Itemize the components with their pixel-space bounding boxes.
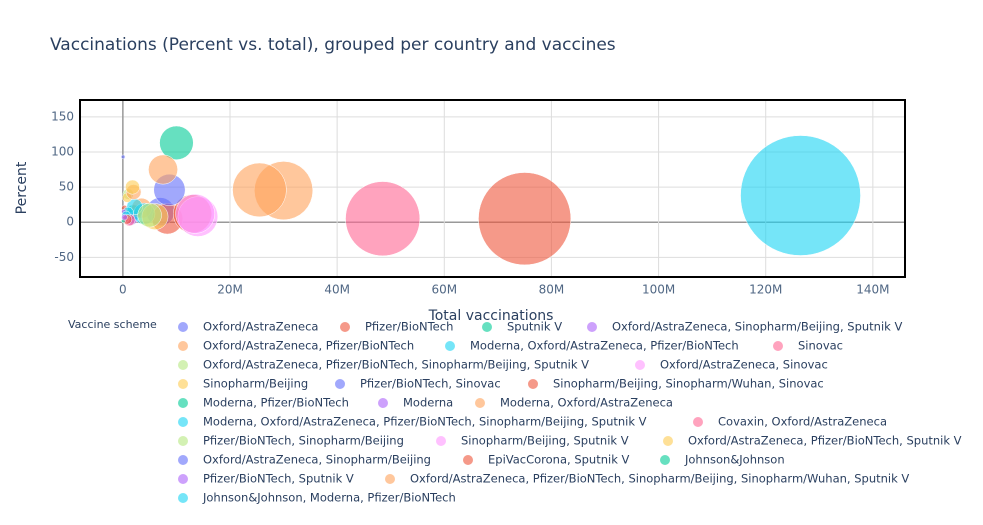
x-tick-label: 0 [119, 283, 127, 297]
legend-label: Sinovac [798, 339, 843, 353]
legend-marker [773, 341, 783, 351]
legend-marker [663, 436, 673, 446]
bubble [125, 179, 140, 195]
legend-marker [445, 341, 455, 351]
x-tick-label: 40M [324, 283, 350, 297]
legend-label: Moderna [403, 396, 453, 410]
legend-label: Sputnik V [507, 320, 562, 334]
legend-marker [178, 398, 188, 408]
legend-marker [178, 493, 188, 503]
legend-label: EpiVacCorona, Sputnik V [488, 453, 630, 467]
bubble [137, 203, 162, 228]
legend-title: Vaccine scheme [68, 318, 157, 331]
legend-label: Covaxin, Oxford/AstraZeneca [718, 415, 887, 429]
legend-label: Johnson&Johnson [684, 453, 785, 467]
y-tick-label: 0 [66, 215, 74, 229]
bubble [159, 125, 194, 160]
y-tick-label: 50 [59, 180, 74, 194]
legend-marker [528, 379, 538, 389]
legend-marker [178, 341, 188, 351]
legend-label: Oxford/AstraZeneca, Pfizer/BioNTech, Sin… [203, 358, 589, 372]
legend-marker [178, 417, 188, 427]
bubble [120, 154, 126, 160]
chart-title: Vaccinations (Percent vs. total), groupe… [50, 35, 616, 55]
y-tick-label: -50 [54, 250, 74, 264]
bubble [121, 214, 128, 221]
legend-label: Sinopharm/Beijing, Sinopharm/Wuhan, Sino… [553, 377, 824, 391]
legend-label: Pfizer/BioNTech [365, 320, 453, 334]
legend-marker [340, 322, 350, 332]
y-tick-label: 100 [51, 144, 74, 158]
legend-label: Moderna, Oxford/AstraZeneca [500, 396, 673, 410]
legend-marker [178, 455, 188, 465]
legend-label: Oxford/AstraZeneca, Pfizer/BioNTech, Sin… [410, 472, 909, 486]
legend-label: Pfizer/BioNTech, Sputnik V [203, 472, 354, 486]
legend-marker [463, 455, 473, 465]
x-tick-label: 80M [539, 283, 565, 297]
legend-marker [378, 398, 388, 408]
y-axis-title: Percent [14, 161, 30, 214]
legend-marker [178, 474, 188, 484]
legend-label: Pfizer/BioNTech, Sinovac [360, 377, 501, 391]
legend-label: Oxford/AstraZeneca, Sinopharm/Beijing [203, 453, 431, 467]
legend-marker [693, 417, 703, 427]
legend-label: Sinopharm/Beijing [203, 377, 308, 391]
legend-marker [475, 398, 485, 408]
legend-label: Sinopharm/Beijing, Sputnik V [461, 434, 629, 448]
bubble [148, 154, 178, 185]
legend-marker [385, 474, 395, 484]
legend-marker [635, 360, 645, 370]
legend-marker [660, 455, 670, 465]
legend-label: Moderna, Pfizer/BioNTech [203, 396, 349, 410]
legend-label: Oxford/AstraZeneca, Sinovac [660, 358, 828, 372]
legend-marker [482, 322, 492, 332]
bubble [345, 181, 421, 257]
x-axis-title: Total vaccinations [428, 308, 554, 324]
legend-marker [178, 379, 188, 389]
legend-label: Moderna, Oxford/AstraZeneca, Pfizer/BioN… [203, 415, 647, 429]
legend-label: Oxford/AstraZeneca, Pfizer/BioNTech, Spu… [688, 434, 962, 448]
x-tick-label: 60M [431, 283, 457, 297]
legend-label: Oxford/AstraZeneca, Pfizer/BioNTech [203, 339, 414, 353]
legend-label: Johnson&Johnson, Moderna, Pfizer/BioNTec… [202, 491, 456, 505]
legend-label: Oxford/AstraZeneca, Sinopharm/Beijing, S… [612, 320, 902, 334]
x-tick-label: 120M [749, 283, 782, 297]
legend-label: Pfizer/BioNTech, Sinopharm/Beijing [203, 434, 404, 448]
y-tick-label: 150 [51, 109, 74, 123]
legend-marker [178, 360, 188, 370]
legend-marker [178, 322, 188, 332]
x-tick-label: 100M [642, 283, 675, 297]
bubble [478, 172, 572, 266]
x-tick-label: 140M [856, 283, 889, 297]
bubble [740, 135, 861, 256]
legend-marker [335, 379, 345, 389]
legend-marker [587, 322, 597, 332]
legend-marker [178, 436, 188, 446]
legend-label: Moderna, Oxford/AstraZeneca, Pfizer/BioN… [470, 339, 739, 353]
plot-frame [79, 99, 906, 278]
x-tick-label: 20M [217, 283, 243, 297]
legend-label: Oxford/AstraZeneca [203, 320, 318, 334]
bubble [175, 193, 216, 234]
legend-marker [436, 436, 446, 446]
bubble [232, 162, 287, 218]
